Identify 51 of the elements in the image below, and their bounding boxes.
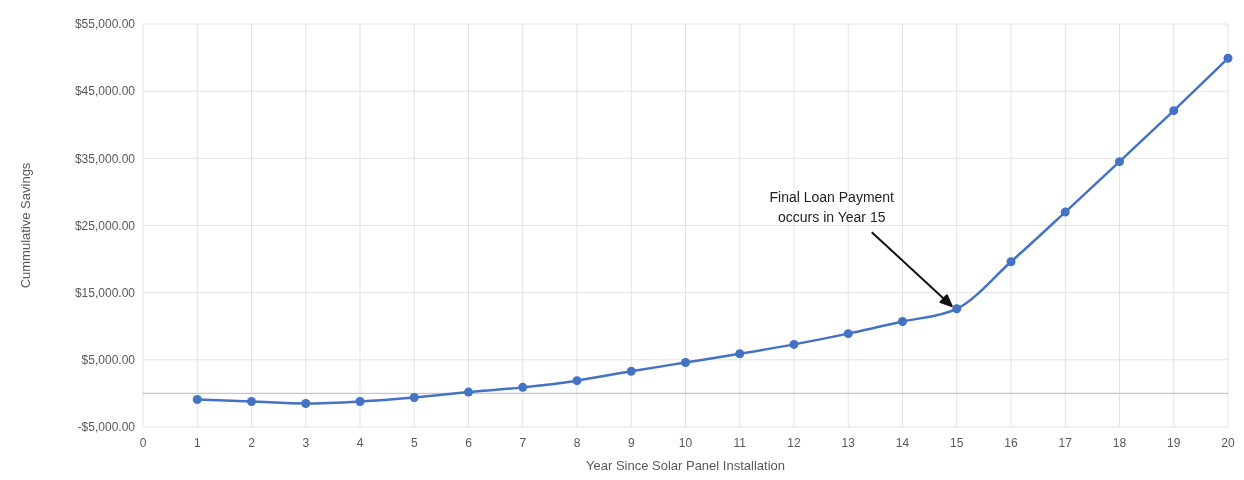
x-tick-label: 1 [193,436,201,450]
point [1006,257,1016,267]
x-axis-title: Year Since Solar Panel Installation [586,458,785,473]
point [626,366,636,376]
x-tick-label: 7 [519,436,527,450]
x-tick-label: 5 [410,436,418,450]
x-tick-label: 3 [302,436,310,450]
y-tick-label: -$5,000.00 [77,420,136,435]
x-tick-label: 15 [950,436,964,450]
point [301,398,311,408]
x-tick-label: 12 [787,436,801,450]
point [898,317,907,327]
y-tick-label: $15,000.00 [74,285,136,300]
point [843,329,853,339]
point [1115,157,1124,167]
point [952,304,962,314]
point [518,382,528,392]
x-tick-label: 4 [356,436,364,450]
x-tick-label: 20 [1221,436,1235,450]
point [409,392,419,402]
point [192,394,202,404]
y-tick-label: $35,000.00 [74,151,136,166]
point [355,396,365,406]
point [681,358,690,368]
x-tick-label: 16 [1004,436,1018,450]
x-tick-label: 10 [678,436,693,450]
point [572,376,582,386]
point [464,387,473,397]
x-tick-label: 9 [627,436,635,450]
x-tick-label: 0 [139,436,147,450]
y-tick-label: $45,000.00 [74,84,136,99]
point [789,339,799,349]
y-tick-label: $55,000.00 [74,17,136,32]
x-tick-label: 8 [573,436,581,450]
point [1223,53,1233,63]
x-tick-label: 6 [465,436,473,450]
x-tick-label: 18 [1112,436,1127,450]
point [247,396,256,406]
point [1169,106,1179,116]
x-tick-label: 2 [248,436,256,450]
x-tick-label: 14 [895,436,910,450]
x-tick-label: 13 [841,436,856,450]
y-tick-label: $25,000.00 [74,218,136,233]
y-axis-title: Cummulative Savings [18,162,33,289]
x-tick-label: 11 [733,436,747,450]
annotation: Final Loan Payment occurs in Year 15 [769,189,895,226]
x-tick-label: 17 [1058,436,1073,450]
point [1060,207,1070,217]
point [735,349,745,359]
x-tick-label: 19 [1167,436,1181,450]
y-tick-label: $5,000.00 [81,353,136,368]
